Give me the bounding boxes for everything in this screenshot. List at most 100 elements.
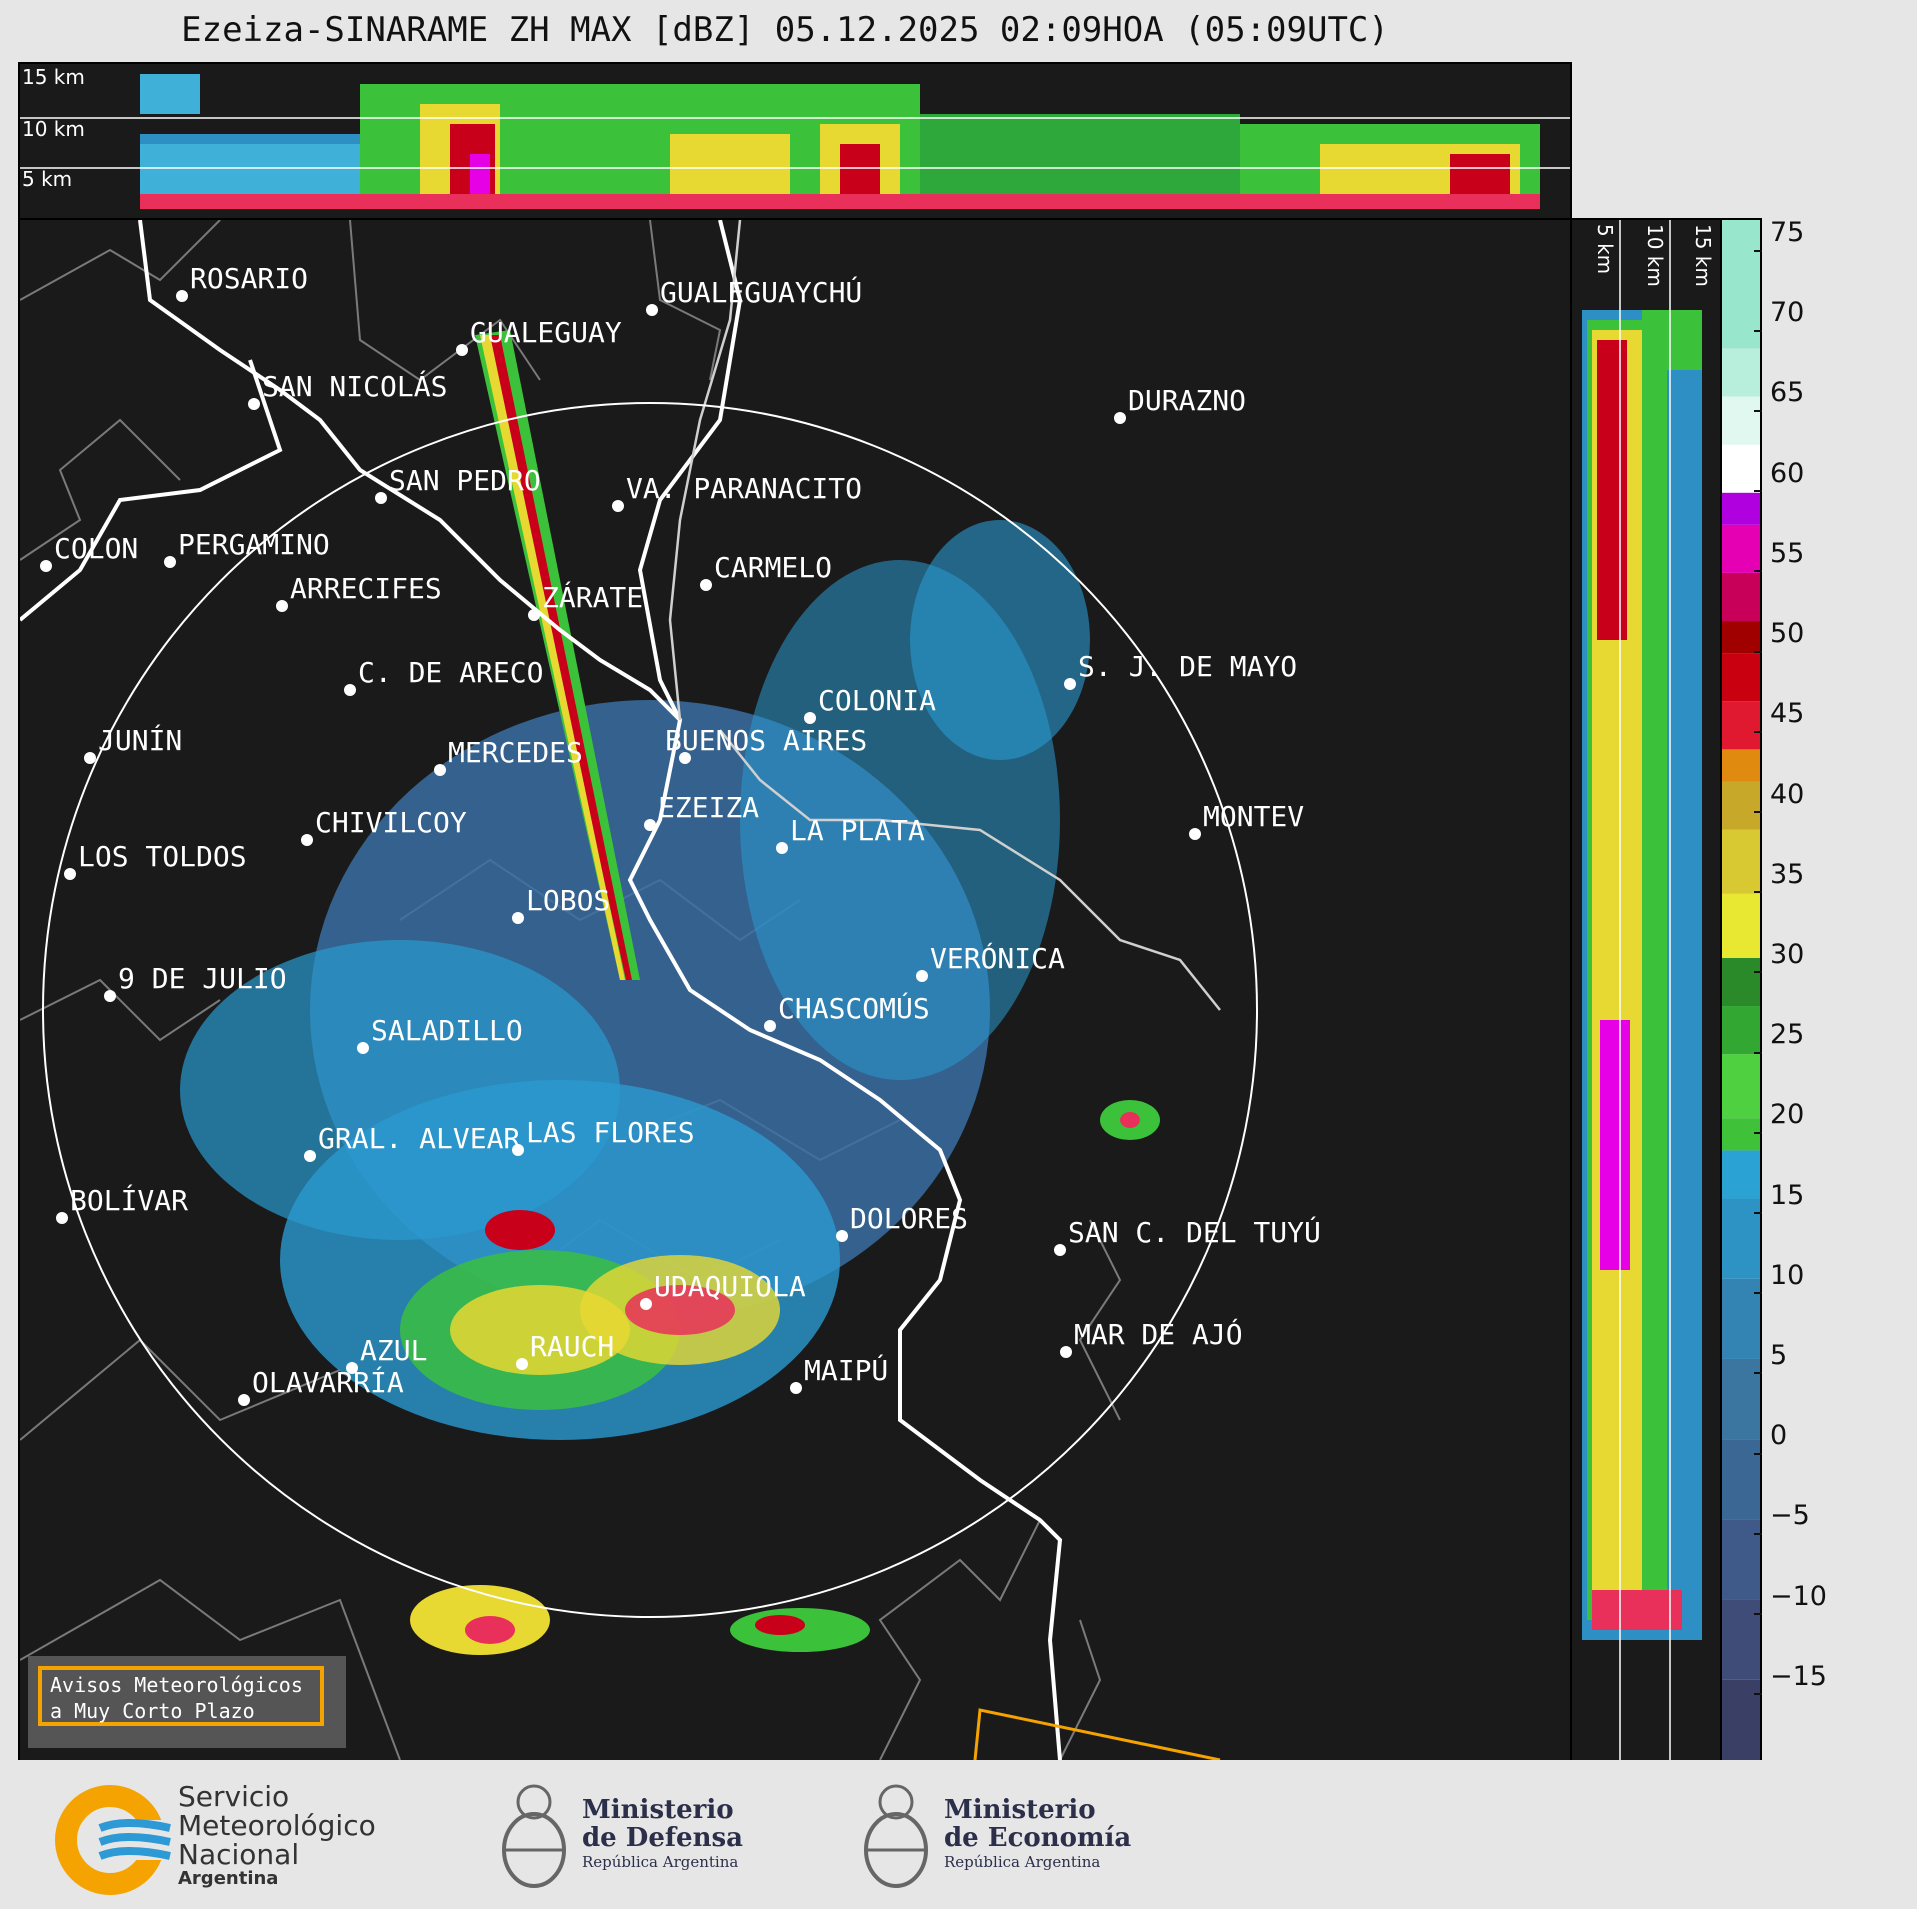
colorbar-step (1722, 1679, 1760, 1760)
colorbar-step (1722, 492, 1760, 525)
colorbar-tick-label: 30 (1770, 938, 1805, 970)
colorbar-tick: 60 (1753, 458, 1804, 506)
city-label: LOBOS (526, 884, 610, 917)
city-dot (238, 1394, 250, 1406)
radar-echoes (180, 330, 1160, 1655)
city-label: LA PLATA (790, 814, 925, 847)
city-dot (434, 764, 446, 776)
city-dot (346, 1362, 358, 1374)
city-label: LOS TOLDOS (78, 840, 247, 873)
colorbar-step (1722, 749, 1760, 782)
city-dot (512, 1144, 524, 1156)
city-dot (104, 990, 116, 1002)
colorbar-tick: −5 (1754, 1500, 1810, 1548)
colorbar-step (1722, 621, 1760, 654)
colorbar-tick-label: 20 (1770, 1099, 1805, 1131)
colorbar-tick-label: 10 (1770, 1259, 1805, 1291)
smn-logo-icon (55, 1785, 171, 1895)
city-label: CHASCOMÚS (778, 991, 930, 1025)
city-label: MERCEDES (448, 736, 583, 769)
city-label: DURAZNO (1128, 384, 1246, 417)
city-dot (644, 819, 656, 831)
city-label: MAIPÚ (804, 1353, 888, 1387)
defensa-line3: República Argentina (582, 1853, 739, 1871)
colorbar-tick: 5 (1753, 1340, 1787, 1388)
city-label: C. DE ARECO (358, 656, 543, 689)
coat-of-arms-icon (502, 1784, 566, 1888)
city-label: GUALEGUAYCHÚ (660, 275, 862, 309)
colorbar-step (1722, 1278, 1760, 1359)
city-dot (700, 579, 712, 591)
city-label: BUENOS AIRES (665, 724, 867, 757)
city-label: CARMELO (714, 551, 832, 584)
city-dot (301, 834, 313, 846)
city-dot (612, 500, 624, 512)
city-label: LAS FLORES (526, 1116, 695, 1149)
city-label: ARRECIFES (290, 572, 442, 605)
city-dot (790, 1382, 802, 1394)
defensa-line1: Ministerio (582, 1795, 734, 1825)
colorbar-tick: 30 (1753, 939, 1804, 987)
coat-of-arms-icon (864, 1784, 928, 1888)
city-dot (1054, 1244, 1066, 1256)
economia-line3: República Argentina (944, 1853, 1101, 1871)
city-dot (764, 1020, 776, 1032)
colorbar-tick-label: −5 (1770, 1500, 1810, 1532)
colorbar-tick: 35 (1753, 859, 1804, 907)
city-dot (1189, 828, 1201, 840)
city-label: MONTEV (1203, 800, 1304, 833)
city-dot (528, 609, 540, 621)
economia-line2: de Economía (944, 1823, 1132, 1853)
colorbar-step (1722, 524, 1760, 573)
alert-line2: a Muy Corto Plazo (50, 1699, 255, 1723)
city-label: VA. PARANACITO (626, 472, 862, 505)
city-label: MAR DE AJÓ (1074, 1317, 1243, 1351)
colorbar-tick-label: 70 (1770, 297, 1805, 329)
colorbar-step (1722, 1358, 1760, 1440)
colorbar-step (1722, 572, 1760, 622)
colorbar-step (1722, 829, 1760, 894)
city-dot (40, 560, 52, 572)
city-label: RAUCH (530, 1330, 614, 1363)
city-dot (456, 344, 468, 356)
colorbar-step (1722, 957, 1760, 1007)
city-dot (357, 1042, 369, 1054)
city-label: ROSARIO (190, 262, 308, 295)
altitude-label-5km: 5 km (22, 167, 72, 191)
colorbar-tick-label: −15 (1770, 1660, 1827, 1692)
colorbar-step (1722, 781, 1760, 830)
city-label: COLON (54, 532, 138, 565)
colorbar-tick-label: 50 (1770, 618, 1805, 650)
city-label: SAN NICOLÁS (262, 369, 447, 403)
city-label: SAN C. DEL TUYÚ (1068, 1215, 1321, 1249)
city-dot (640, 1298, 652, 1310)
city-markers: ROSARIO GUALEGUAYCHÚ GUALEGUAY SAN NICOLÁS D… (40, 262, 1321, 1406)
colorbar-tick: 65 (1753, 377, 1804, 425)
alert-legend: Avisos Meteorológicos a Muy Corto Plazo (28, 1656, 346, 1748)
defensa-line2: de Defensa (582, 1823, 743, 1853)
city-label: UDAQUIOLA (654, 1270, 806, 1303)
colorbar-step (1722, 893, 1760, 958)
colorbar-tick-label: 75 (1770, 217, 1805, 249)
map-title: Ezeiza-SINARAME ZH MAX [dBZ] 05.12.2025 … (181, 10, 1389, 50)
colorbar-tick: −15 (1754, 1661, 1827, 1709)
colorbar-tick-label: 35 (1770, 858, 1805, 890)
colorbar-tick-label: 15 (1770, 1179, 1805, 1211)
city-dot (516, 1358, 528, 1370)
economia-line1: Ministerio (944, 1795, 1096, 1825)
colorbar-step (1722, 1118, 1760, 1151)
side-altitude-label-10km: 10 km (1643, 224, 1667, 287)
colorbar-step (1722, 701, 1760, 750)
colorbar-step (1722, 1006, 1760, 1055)
city-label: VERÓNICA (930, 941, 1065, 975)
rivers-coastline (20, 220, 1063, 1760)
colorbar-tick: 10 (1753, 1260, 1804, 1308)
colorbar-step (1722, 444, 1760, 493)
city-label: GUALEGUAY (470, 316, 622, 349)
city-dot (1064, 678, 1076, 690)
city-label: S. J. DE MAYO (1078, 650, 1297, 683)
city-dot (776, 842, 788, 854)
alert-line1: Avisos Meteorológicos (50, 1673, 303, 1697)
smn-name-line3: Nacional (178, 1838, 300, 1871)
colorbar-step (1722, 1519, 1760, 1600)
